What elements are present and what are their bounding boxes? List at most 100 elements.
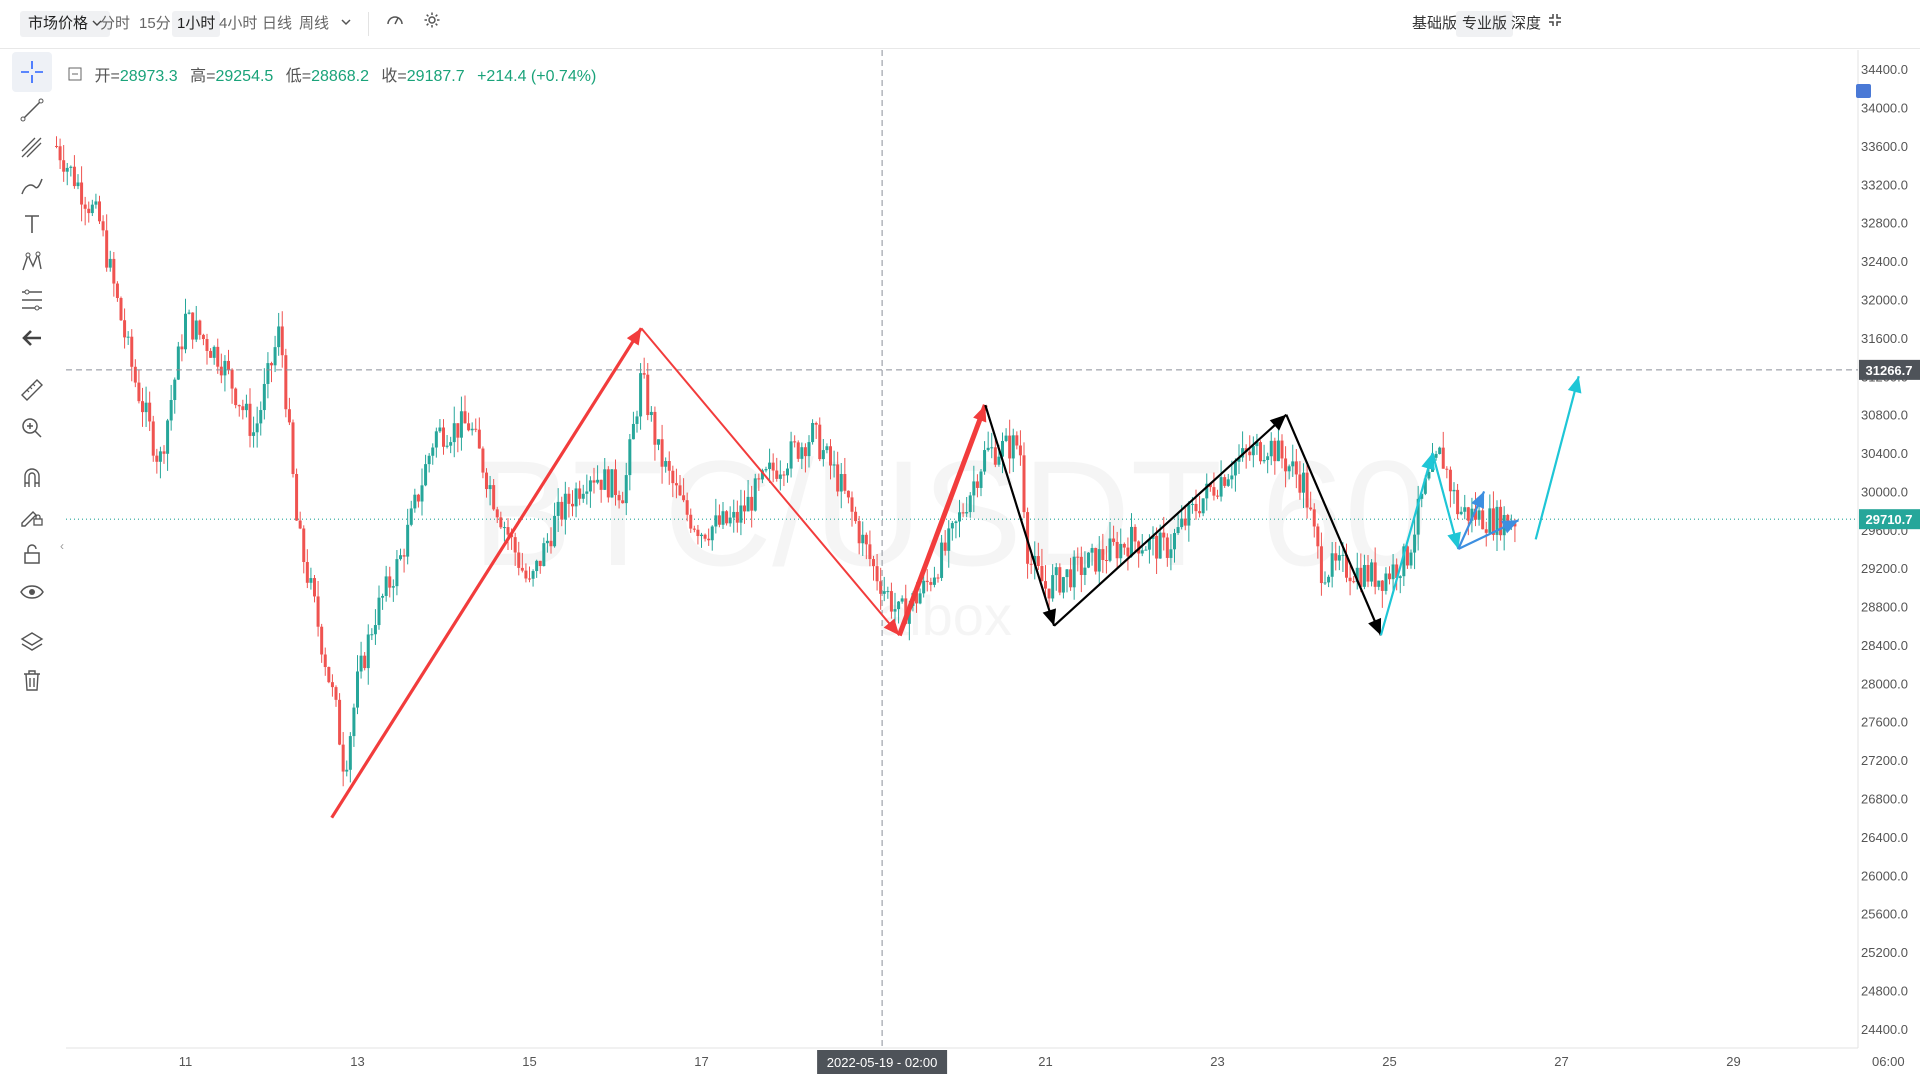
visibility-tool[interactable] — [12, 572, 52, 612]
candle-body — [1226, 479, 1230, 486]
candle-body — [295, 473, 299, 521]
candle-body — [94, 201, 98, 205]
drawn-arrow-line[interactable] — [330, 327, 643, 819]
drawn-arrow-head[interactable] — [1042, 608, 1057, 626]
brush-tool[interactable] — [12, 166, 52, 206]
candle-body — [818, 424, 822, 460]
drawn-arrow-line[interactable] — [984, 404, 1056, 627]
candle-body — [298, 520, 302, 529]
candle-body — [968, 495, 972, 513]
drawn-arrow-line[interactable] — [1285, 414, 1382, 636]
legend-collapse-icon[interactable] — [68, 67, 82, 85]
candle-body — [1101, 549, 1105, 561]
pattern-tool[interactable] — [12, 242, 52, 282]
candle-body — [1334, 553, 1338, 561]
candle-body — [445, 445, 449, 447]
fib-tool[interactable] — [12, 280, 52, 320]
candle-body — [535, 560, 539, 572]
interval-tab-5[interactable]: 日线 — [262, 15, 293, 32]
interval-tab-4[interactable]: 4小时 — [219, 15, 258, 32]
candle-body — [406, 524, 410, 557]
magnet-tool[interactable] — [12, 458, 52, 498]
candle-body — [918, 593, 922, 604]
ruler-tool[interactable] — [12, 370, 52, 410]
drawn-arrow-head[interactable] — [883, 618, 900, 636]
drawn-arrow-line[interactable] — [1534, 375, 1580, 540]
pro-version-tab[interactable]: 专业版 — [1456, 11, 1514, 37]
candle-body — [1466, 507, 1470, 521]
settings-gear-icon[interactable] — [423, 11, 441, 37]
layers-tool[interactable] — [12, 622, 52, 662]
candle-body — [105, 230, 109, 268]
candle-body — [309, 578, 313, 583]
channel-tool[interactable] — [12, 128, 52, 168]
candle-body — [234, 388, 238, 406]
brush-icon — [21, 178, 43, 195]
drawn-arrow-head[interactable] — [1421, 453, 1435, 471]
x-tick-label: 27 — [1554, 1054, 1568, 1069]
drawn-arrow-head[interactable] — [1567, 376, 1582, 394]
candle-body — [409, 508, 413, 525]
candle-body — [1190, 503, 1194, 505]
candle-body — [1463, 507, 1467, 512]
candle-body — [850, 497, 854, 512]
toolbar-divider — [368, 12, 369, 36]
interval-tab-2[interactable]: 15分 — [139, 15, 171, 32]
candle-body — [427, 455, 431, 465]
candle-body — [1198, 511, 1202, 514]
candle-body — [169, 400, 173, 421]
lock-tool[interactable] — [12, 534, 52, 574]
basic-version-tab[interactable]: 基础版 — [1412, 15, 1458, 32]
x-tick-label: 06:00 — [1872, 1054, 1905, 1069]
drawn-arrow-line[interactable] — [1379, 452, 1434, 636]
trend-line-tool[interactable] — [12, 90, 52, 130]
interval-tab-1[interactable]: 分时 — [100, 15, 131, 32]
candle-body — [1051, 575, 1055, 599]
price-type-select[interactable]: 市场价格 — [20, 11, 111, 37]
drawn-arrow-head[interactable] — [973, 405, 987, 423]
zoom-tool[interactable] — [12, 408, 52, 448]
drawn-arrow-line[interactable] — [896, 404, 988, 637]
candle-body — [463, 411, 467, 424]
drawn-arrow-head[interactable] — [1269, 414, 1287, 431]
candle-body — [621, 500, 625, 504]
lock-icon — [24, 544, 40, 564]
crosshair-tool[interactable] — [12, 52, 52, 92]
candle-body — [1223, 477, 1227, 486]
lock-drawing-tool[interactable] — [12, 496, 52, 536]
delete-tool[interactable] — [12, 660, 52, 700]
drawn-arrow-head[interactable] — [1447, 531, 1461, 549]
scale-toggle-icon[interactable] — [1856, 84, 1871, 98]
candle-body — [1266, 456, 1270, 460]
left-collapse-handle[interactable]: ‹ — [60, 539, 64, 553]
candle-body — [1380, 580, 1384, 591]
drawn-arrow-line[interactable] — [1053, 413, 1288, 627]
depth-tab[interactable]: 深度 — [1511, 15, 1542, 32]
drawn-arrow-line[interactable] — [1431, 452, 1460, 550]
candle-body — [1058, 567, 1062, 593]
candle-body — [395, 559, 399, 587]
drawn-arrow-line[interactable] — [640, 327, 901, 637]
candle-body — [1018, 445, 1022, 456]
interval-tab-6[interactable]: 周线 — [299, 15, 330, 32]
candle-body — [1097, 549, 1101, 572]
interval-tab-3[interactable]: 1小时 — [172, 11, 221, 37]
collapse-icon[interactable] — [1547, 11, 1563, 37]
candle-body — [900, 598, 904, 602]
back-tool[interactable] — [12, 318, 52, 358]
candle-body — [194, 320, 198, 340]
indicator-gauge-icon[interactable] — [386, 11, 404, 37]
candle-body — [1112, 538, 1116, 542]
more-intervals-chevron-icon[interactable] — [340, 11, 352, 37]
drawn-arrow-head[interactable] — [1501, 520, 1519, 534]
candle-body — [363, 655, 367, 669]
drawn-arrow-head[interactable] — [626, 328, 642, 346]
text-tool[interactable] — [12, 204, 52, 244]
candle-body — [1488, 508, 1492, 533]
candle-body — [1040, 565, 1044, 582]
candle-body — [1284, 458, 1288, 472]
candle-body — [674, 483, 678, 486]
drawn-arrow-head[interactable] — [1368, 617, 1382, 636]
drawn-arrow-head[interactable] — [1471, 491, 1485, 509]
